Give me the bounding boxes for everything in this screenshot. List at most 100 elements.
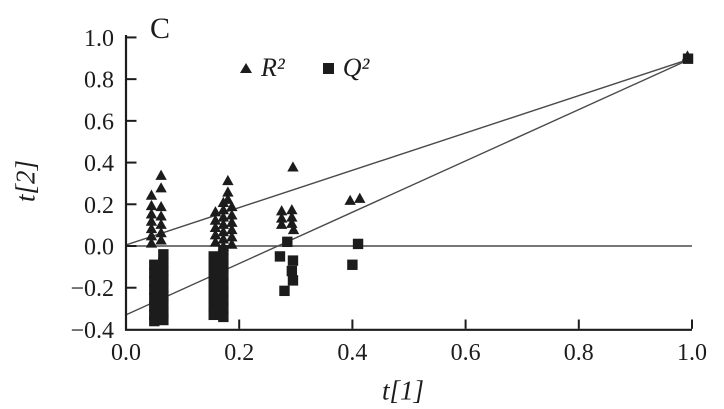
x-tick-label: 0.8	[564, 340, 594, 366]
r2-point	[226, 216, 238, 227]
q2-point	[149, 309, 160, 321]
r2-point	[217, 226, 230, 237]
q2-point	[158, 274, 169, 285]
r2-point	[155, 200, 167, 212]
r2-point	[155, 169, 167, 180]
r2-point	[209, 221, 222, 233]
r2-point	[155, 234, 167, 245]
q2-point	[149, 301, 160, 312]
y-tick-label: −0.4	[70, 318, 114, 344]
q2-point	[218, 278, 229, 289]
q2-point	[682, 53, 694, 64]
q2-point	[149, 315, 160, 327]
q2-point	[149, 267, 160, 279]
x-tick-label: 1.0	[677, 340, 707, 366]
r2-point	[145, 222, 158, 234]
q2-point	[158, 290, 169, 302]
r2-point	[145, 230, 158, 241]
q2-point	[158, 299, 169, 310]
y-tick-label: 0.0	[84, 235, 114, 261]
r2-point	[222, 186, 234, 197]
x-tick-label: 0.6	[451, 340, 481, 366]
r2-point	[226, 238, 238, 249]
r2-point	[286, 217, 298, 228]
r2-legend-triangle-icon	[240, 63, 252, 73]
r2-point	[145, 189, 158, 200]
q2-point	[218, 253, 229, 264]
x-tick-label: 0.0	[111, 340, 141, 366]
q2-point	[218, 261, 229, 273]
q2-point	[218, 295, 229, 306]
y-tick-label: −0.2	[70, 276, 114, 302]
q2-point	[208, 309, 219, 321]
q2-point	[208, 276, 219, 287]
r2-point	[217, 218, 230, 229]
r2-point	[287, 161, 299, 172]
y-tick-label: 1.0	[84, 26, 114, 52]
q2-point	[218, 269, 229, 281]
r2-point	[226, 223, 238, 235]
r2-series-layer	[145, 50, 694, 251]
r2-point	[275, 218, 288, 229]
q2-point	[274, 251, 286, 262]
r2-legend-label: R²	[261, 53, 285, 82]
q2-point	[279, 285, 290, 297]
r2-point	[217, 211, 230, 222]
q2-point	[149, 292, 160, 304]
axes-layer: 0.0 0.2 0.4 0.6 0.8 1.0 1.0 0.8 0.6 0.4 0.2 0.0 −0.2…	[70, 26, 707, 366]
q2-point	[158, 282, 169, 293]
y-tick-label: 0.6	[84, 109, 114, 135]
q2-point	[158, 265, 169, 277]
x-axis-title: t[1]	[381, 375, 425, 406]
r2-point	[209, 229, 222, 240]
q2-legend-label: Q²	[342, 53, 370, 82]
r2-point	[145, 237, 158, 248]
q2-point	[218, 303, 229, 314]
q2-point	[208, 259, 219, 270]
x-tick-label: 0.2	[224, 340, 254, 366]
q2-point	[208, 284, 219, 295]
r2-point	[217, 196, 230, 208]
r2-point	[275, 205, 288, 216]
q2-point	[149, 259, 160, 270]
r2-point	[287, 223, 300, 235]
r2-point	[155, 182, 167, 193]
r2-point	[145, 199, 158, 211]
q2-point	[282, 236, 293, 248]
r2-point	[344, 194, 356, 205]
y-axis-title: t[2]	[10, 159, 41, 203]
q2-point	[149, 284, 160, 295]
q2-point	[208, 267, 219, 279]
q2-point	[286, 265, 298, 277]
q2-point	[158, 307, 169, 318]
q2-point	[158, 314, 169, 326]
y-tick-label: 0.8	[84, 68, 114, 94]
r2-point	[155, 227, 167, 238]
q2-legend-square-icon	[322, 62, 334, 74]
q2-point	[352, 238, 364, 250]
q2-point	[218, 286, 229, 298]
r2-point	[222, 174, 234, 186]
q2-point	[218, 311, 229, 323]
legend: R² Q²	[240, 54, 369, 82]
x-tick-label: 0.4	[337, 340, 367, 366]
r2-point	[286, 211, 298, 222]
r2-point	[155, 210, 167, 221]
r2-point	[226, 231, 238, 242]
y-tick-label: 0.2	[84, 193, 114, 219]
r2-point	[286, 204, 298, 215]
y-tick-label: 0.4	[84, 151, 114, 177]
r2-point	[155, 218, 167, 229]
q2-series-layer	[149, 53, 694, 327]
r2-point	[226, 209, 238, 220]
q2-point	[287, 255, 299, 266]
r2-point	[145, 215, 158, 226]
q2-point	[149, 276, 160, 287]
q2-point	[347, 259, 358, 270]
r2-point	[226, 200, 238, 212]
q2-point	[158, 249, 169, 260]
r2-point	[217, 233, 230, 244]
r2-point	[209, 214, 222, 225]
